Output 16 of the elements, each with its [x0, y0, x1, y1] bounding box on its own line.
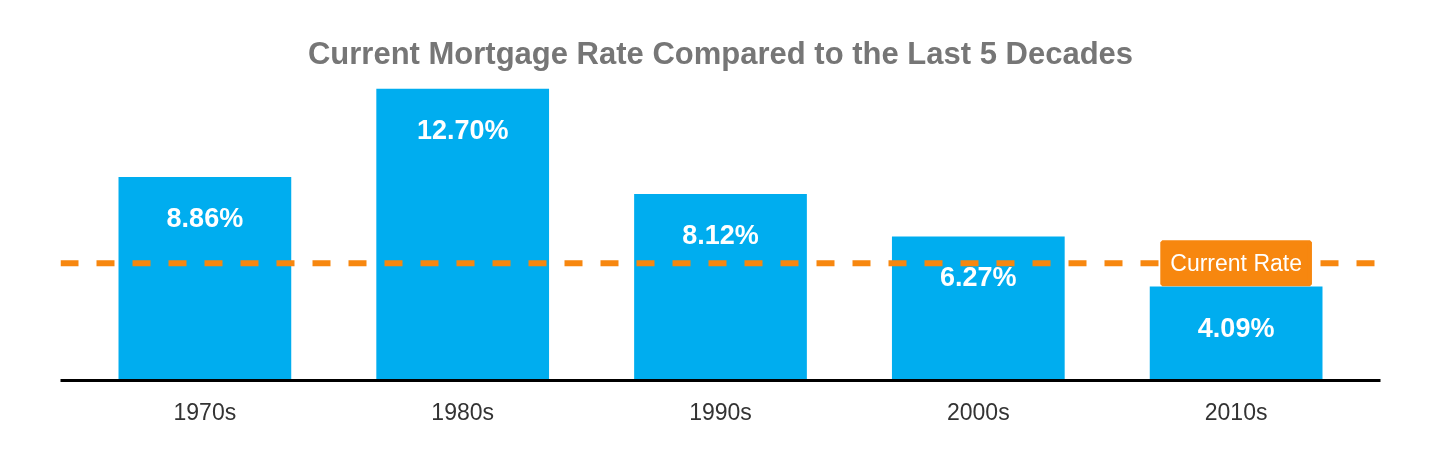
data-label: 4.09%: [1197, 312, 1275, 343]
data-label: 12.70%: [416, 114, 509, 145]
ref-line-label: Current Rate: [1170, 250, 1302, 277]
data-label: 6.27%: [940, 262, 1017, 293]
x-tick-label: 2000s: [946, 398, 1010, 425]
bar: [891, 236, 1065, 381]
x-tick-label: 2010s: [1204, 398, 1268, 425]
data-label: 8.86%: [166, 202, 244, 233]
chart-title: Current Mortgage Rate Compared to the Last 5 Decades: [307, 35, 1134, 71]
bar: [118, 176, 292, 381]
bar: [634, 193, 807, 381]
x-tick-label: 1980s: [431, 398, 495, 425]
x-tick-label: 1970s: [173, 398, 237, 425]
data-label: 8.12%: [682, 219, 759, 250]
bar: [376, 88, 550, 381]
x-tick-label: 1990s: [689, 398, 752, 425]
